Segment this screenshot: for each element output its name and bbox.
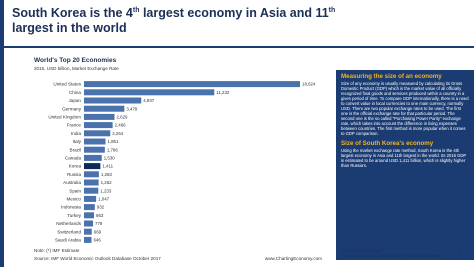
page-number: 7	[458, 248, 462, 254]
value-label: 4,937	[143, 98, 155, 103]
category-label: Saudi Arabia	[55, 238, 81, 243]
value-label: 646	[93, 238, 101, 243]
value-label: 1,530	[104, 156, 116, 161]
category-label: Switzerland	[57, 229, 81, 234]
category-label: Canada	[65, 156, 82, 161]
title-sup: th	[132, 6, 140, 14]
category-label: Italy	[73, 139, 82, 144]
value-label: 1,047	[98, 197, 110, 202]
bar	[84, 113, 115, 120]
chart: World's Top 20 Economies 2016, USD billi…	[34, 57, 322, 261]
category-label: Netherlands	[56, 221, 81, 226]
panel-text: Using the market exchange rate method, S…	[341, 148, 467, 168]
bar	[84, 187, 99, 194]
category-label: Mexico	[66, 197, 81, 202]
bar	[84, 163, 101, 170]
bar	[84, 212, 95, 219]
title-text: South Korea is the 4	[12, 6, 133, 20]
title-text: largest in the world	[12, 21, 127, 35]
bar	[84, 154, 102, 161]
category-label: Turkey	[67, 213, 82, 218]
value-label: 2,466	[115, 123, 127, 128]
panel-heading: Size of South Korea's economy	[341, 140, 434, 147]
bar	[84, 105, 125, 112]
website: www.ChartingEconomy.com	[265, 256, 322, 261]
category-label: United States	[53, 82, 81, 87]
bar	[84, 236, 92, 243]
category-label: United Kingdom	[48, 115, 81, 120]
category-label: Spain	[69, 188, 81, 193]
bar	[84, 228, 92, 235]
value-label: 1,851	[107, 139, 119, 144]
edge-strip	[0, 0, 4, 267]
category-label: Brazil	[70, 147, 82, 152]
value-label: 18,624	[302, 82, 316, 87]
bar	[84, 130, 111, 137]
panel-heading: Measuring the size of an economy	[341, 73, 442, 80]
category-label: Russia	[67, 172, 81, 177]
bar	[84, 220, 94, 227]
footer: © Charting Economy™ This is a licensed p…	[340, 248, 441, 258]
category-label: Japan	[68, 98, 81, 103]
bar	[84, 195, 97, 202]
value-label: 1,796	[107, 147, 119, 152]
value-label: 1,233	[100, 188, 112, 193]
chart-title: World's Top 20 Economies	[34, 57, 117, 64]
license: This is a licensed product and is not to…	[340, 253, 442, 258]
bar	[84, 179, 99, 186]
value-label: 2,264	[112, 131, 124, 136]
value-label: 1,262	[101, 180, 113, 185]
value-label: 863	[96, 213, 104, 218]
bar	[84, 81, 300, 88]
value-label: 1,283	[101, 172, 113, 177]
slide-title: South Korea is the 4th largest economy i…	[12, 6, 362, 36]
title-text: largest economy in Asia and 11	[139, 6, 329, 20]
side-panel: Measuring the size of an economy Size of…	[336, 70, 474, 260]
category-label: Germany	[62, 106, 82, 111]
value-label: 932	[97, 205, 105, 210]
bar	[84, 146, 105, 153]
bar	[84, 89, 215, 96]
title-sup: th	[328, 6, 336, 14]
category-label: China	[69, 90, 81, 95]
chart-subtitle: 2016, USD billion, Market Exchange Rate	[34, 66, 119, 71]
bar	[84, 171, 99, 178]
panel-text: Size of any economy is usually measured …	[341, 81, 469, 136]
value-label: 2,629	[116, 115, 128, 120]
value-label: 778	[95, 221, 103, 226]
bar	[84, 138, 106, 145]
category-label: Korea	[69, 164, 82, 169]
value-label: 3,479	[126, 106, 138, 111]
note: Note: (*) IMF Estimate	[34, 248, 80, 253]
title-rule	[0, 46, 474, 48]
category-label: Australia	[63, 180, 81, 185]
value-label: 1,411	[102, 164, 113, 169]
copyright: © Charting Economy™	[340, 248, 383, 253]
category-label: France	[67, 123, 82, 128]
source: Source: IMF World Economic Outlook Datab…	[34, 256, 161, 261]
bar	[84, 122, 113, 129]
bar	[84, 97, 142, 104]
bar	[84, 204, 95, 211]
value-label: 11,232	[216, 90, 230, 95]
category-label: Indonesia	[61, 205, 81, 210]
category-label: India	[71, 131, 81, 136]
value-label: 669	[94, 229, 102, 234]
